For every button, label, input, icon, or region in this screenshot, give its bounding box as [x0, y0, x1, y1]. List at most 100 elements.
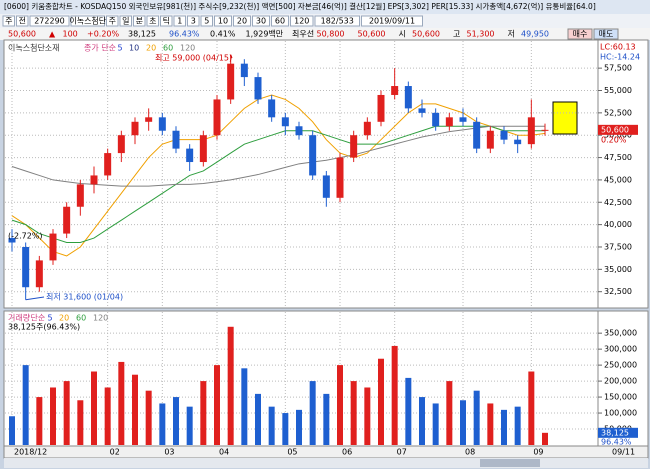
stock-label: 이녹스첨단소재 — [8, 43, 60, 53]
toolbar-button[interactable] — [290, 15, 314, 27]
y-tick-label: 57,500 — [604, 64, 632, 73]
high-annotation: 최고 59,000 (04/15) — [155, 53, 232, 63]
candle-body — [363, 121, 371, 136]
date-axis — [3, 445, 649, 459]
toolbar-button[interactable] — [106, 15, 119, 27]
title-bar — [0, 0, 650, 14]
candle-body — [309, 135, 317, 176]
order-button[interactable] — [567, 28, 593, 40]
info-value: 시 — [399, 30, 406, 39]
order-button[interactable] — [593, 28, 619, 40]
scrollbar[interactable] — [4, 458, 648, 468]
ma-legend: 10 — [129, 44, 139, 53]
y-tick-label: 300,000 — [604, 345, 637, 354]
toolbar-button[interactable] — [173, 15, 186, 27]
y-tick-label: 45,000 — [604, 175, 632, 184]
x-tick-label: 03 — [164, 448, 174, 457]
volume-bar — [22, 365, 29, 445]
x-tick-label: 02 — [110, 448, 120, 457]
candle-body — [76, 184, 84, 207]
toolbar-button[interactable] — [252, 15, 270, 27]
high-arrow — [230, 54, 233, 59]
toolbar-label: 60 — [275, 17, 285, 26]
candle-body — [281, 117, 289, 127]
toolbar-button[interactable] — [361, 15, 423, 27]
y-tick-label: 150,000 — [604, 393, 637, 402]
candle-body — [500, 130, 508, 140]
volume-bar — [255, 393, 261, 445]
candle-body — [336, 157, 344, 198]
toolbar-button[interactable] — [271, 15, 289, 27]
lc-label: LC:60.13 — [600, 43, 636, 52]
volume-bar — [145, 390, 152, 445]
change-label: 0.20% — [601, 135, 627, 144]
toolbar-label: 일 — [122, 17, 129, 26]
y-tick-label: 37,500 — [604, 242, 632, 251]
volume-pct: 96.43% — [601, 437, 632, 446]
price-box — [598, 124, 638, 135]
volume-bar — [36, 397, 43, 445]
current-price: 50,600 — [601, 125, 629, 134]
volume-bar — [378, 358, 384, 445]
x-tick-label: 06 — [342, 448, 352, 457]
toolbar-button[interactable] — [2, 15, 15, 27]
volume-bar — [514, 406, 521, 445]
toolbar-button[interactable] — [160, 15, 173, 27]
price-axis — [597, 39, 649, 309]
volume-bar — [419, 397, 425, 445]
volume-bar — [487, 403, 494, 445]
candle-body — [322, 175, 330, 198]
volume-bar — [50, 387, 56, 445]
y-tick-label: 55,000 — [604, 86, 632, 95]
toolbar-label: 이녹스첨단 — [69, 16, 106, 26]
candle-body — [172, 130, 180, 149]
order-label: 매수 — [573, 30, 588, 39]
volume-legend: 120 — [93, 314, 108, 323]
toolbar-label: 3 — [191, 17, 196, 26]
toolbar-button[interactable] — [70, 15, 105, 27]
toolbar-button[interactable] — [29, 15, 70, 27]
volume-bar — [350, 381, 357, 445]
candle-body — [350, 135, 358, 158]
toolbar-label: 전 — [19, 16, 26, 26]
volume-bar — [159, 403, 166, 445]
info-value: 저 — [508, 30, 515, 39]
toolbar-button[interactable] — [187, 15, 200, 27]
volume-legend: 단순 — [31, 313, 46, 323]
info-value: 51,300 — [467, 30, 495, 39]
y-tick-label: 35,000 — [604, 265, 632, 274]
x-tick-label: 04 — [219, 448, 229, 457]
candle-body — [63, 206, 71, 234]
info-value: 고 — [453, 30, 460, 39]
toolbar-label: 10 — [218, 17, 228, 26]
window-title: [0600] 키움종합차트 - KOSDAQ150 외국인보유[981(천)] … — [4, 1, 596, 11]
candle-body — [527, 117, 535, 145]
volume-bar — [186, 406, 193, 445]
toolbar-button[interactable] — [146, 15, 159, 27]
toolbar-button[interactable] — [214, 15, 232, 27]
info-value: 96.43% — [169, 30, 200, 39]
legend-entry: 60 — [163, 44, 173, 53]
toolbar-button[interactable] — [119, 15, 132, 27]
toolbar-button[interactable] — [133, 15, 146, 27]
candle-body — [131, 121, 139, 136]
low-annotation: 최저 31,600 (01/04) — [46, 292, 123, 302]
candle-body — [473, 121, 481, 149]
toolbar-button[interactable] — [233, 15, 251, 27]
scroll-thumb[interactable] — [480, 459, 540, 467]
toolbar-label: 5 — [204, 17, 209, 26]
volume-bar — [227, 326, 234, 445]
hc-label: HC:-14.24 — [600, 53, 640, 62]
x-tick-label: 08 — [465, 448, 475, 457]
volume-bar — [91, 371, 97, 445]
candle-body — [391, 86, 399, 95]
toolbar-button[interactable] — [200, 15, 213, 27]
toolbar-button[interactable] — [16, 15, 29, 27]
candle-body — [404, 86, 412, 109]
toolbar-button[interactable] — [314, 15, 360, 27]
candle-body — [213, 99, 221, 136]
y-tick-label: 40,000 — [604, 220, 632, 229]
current-date: 09/11 — [612, 448, 635, 457]
volume-bar — [118, 361, 125, 445]
